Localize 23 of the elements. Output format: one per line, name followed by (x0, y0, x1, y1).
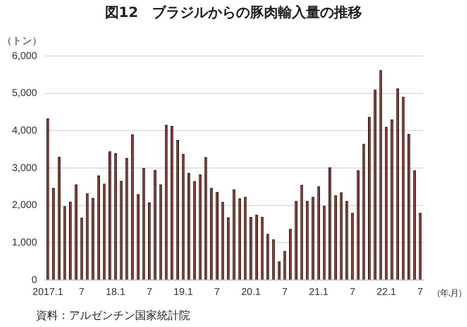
x-tick-label: 7 (214, 286, 220, 298)
x-tick-label: 7 (282, 286, 288, 298)
y-tick-label: 5,000 (12, 88, 38, 100)
x-tick-label: 18.1 (106, 286, 126, 298)
y-tick-label: 0 (31, 274, 38, 286)
y-axis-title: （トン） (2, 35, 42, 48)
x-axis-title: （年.月） (432, 288, 466, 300)
y-tick-label: 6,000 (12, 50, 38, 62)
x-tick-label: 20.1 (241, 286, 262, 298)
x-tick-label: 7 (350, 286, 356, 298)
y-tick-label: 3,000 (12, 162, 38, 174)
y-tick-label: 2,000 (12, 200, 38, 212)
x-tick-label: 22.1 (376, 286, 396, 298)
x-tick-label: 7 (146, 286, 153, 298)
chart-title: 図12 ブラジルからの豚肉輸入量の推移 (104, 4, 364, 22)
y-tick-label: 4,000 (12, 125, 38, 136)
x-tick-label: 7 (417, 286, 424, 298)
y-tick-label: 1,000 (12, 237, 38, 248)
text: 資料：アルゼンチン国家統計院 (36, 308, 190, 323)
x-tick-label: 19.1 (174, 286, 194, 298)
x-tick-label: 21.1 (308, 286, 329, 298)
x-tick-label: 7 (78, 286, 85, 298)
x-tick-label: 2017.1 (32, 286, 64, 298)
